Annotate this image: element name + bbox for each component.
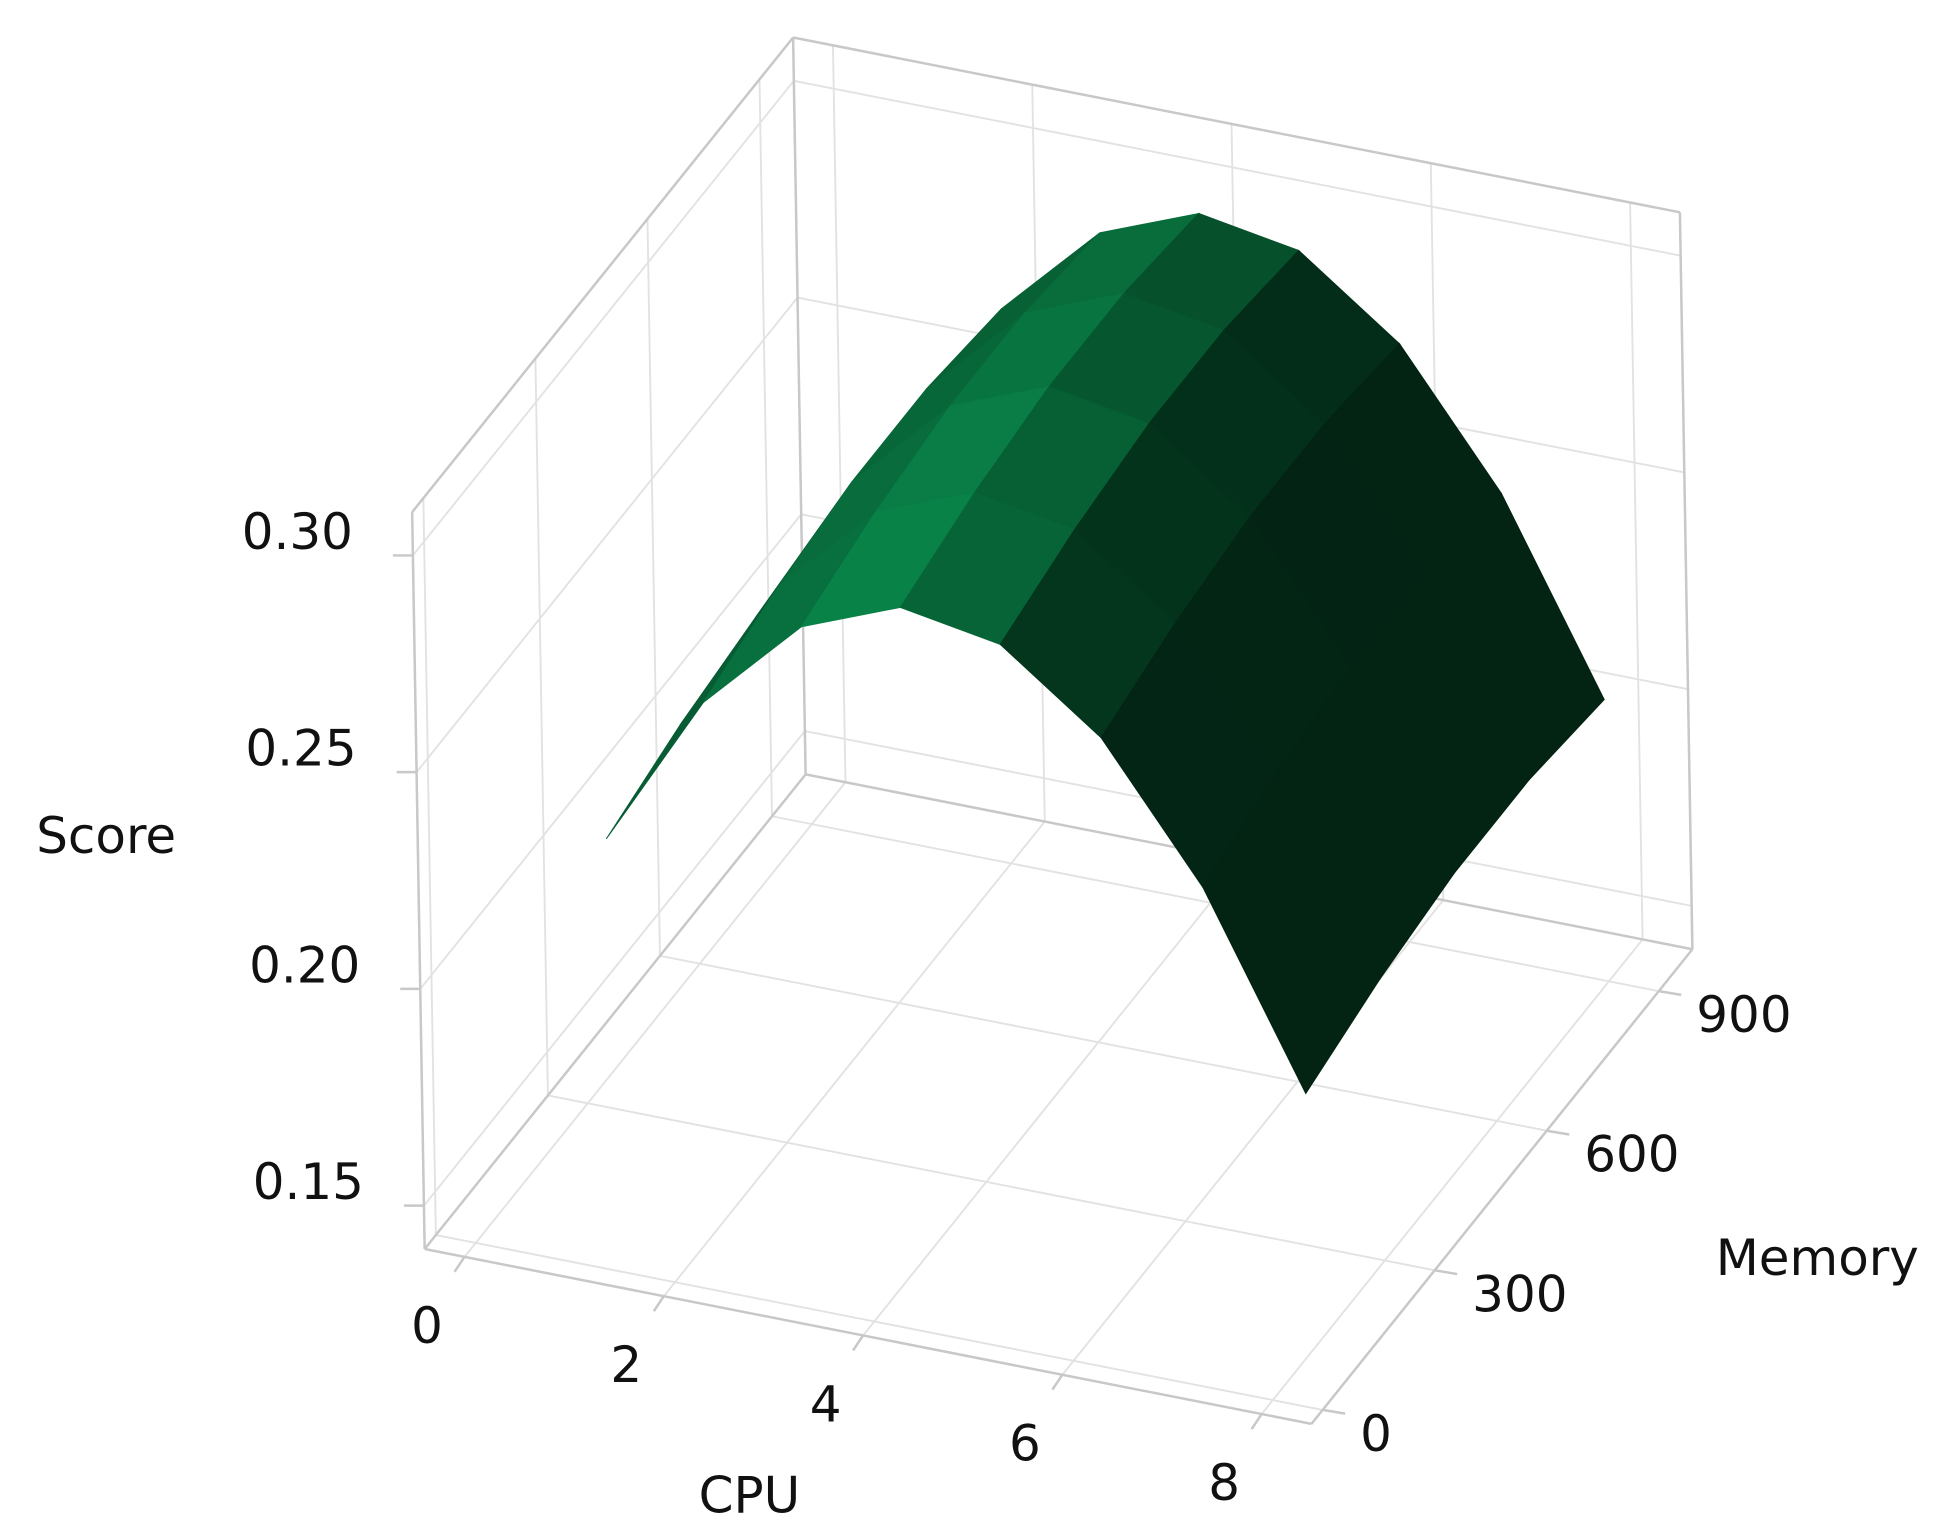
x-tick [852,1334,865,1352]
surface-cell [605,587,779,840]
grid-line [659,954,1547,1132]
axis-edge [791,37,807,775]
y-tick [1658,989,1682,997]
surface-cell [1202,771,1381,1095]
grid-line [422,498,437,1236]
z-tick-label: 0.30 [242,503,353,561]
grid-line [646,218,661,956]
x-tick [1051,1374,1064,1391]
x-tick-label: 2 [610,1336,642,1394]
axis-edge [410,512,426,1250]
grid-line [412,80,795,557]
grid-line [1260,938,1644,1415]
grid-line [758,79,773,817]
grid-line [419,513,802,990]
plot: Score CPU Memory 0 2 4 6 8 0 300 600 900 0.15 0.20… [36,36,1919,1524]
y-tick-label: 300 [1472,1265,1567,1323]
x-axis-title: CPU [699,1466,801,1524]
y-tick-label: 0 [1360,1405,1392,1463]
x-tick [453,1256,466,1273]
grid-line [793,79,1681,257]
axis-edge [424,1247,1312,1426]
x-tick-label: 0 [411,1297,443,1355]
y-tick [1434,1269,1458,1276]
y-tick-label: 900 [1696,986,1791,1044]
axis-edge [1310,948,1694,1425]
y-axis-title: Memory [1716,1229,1919,1287]
z-tick-label: 0.20 [249,936,360,994]
grid-line [663,820,1046,1297]
grid-line [423,730,806,1207]
z-tick-label: 0.15 [253,1153,364,1211]
grid-line [463,781,847,1258]
axis-edge [411,36,795,513]
x-tick [652,1295,665,1312]
grid-line [435,1234,1323,1411]
z-tick-label: 0.25 [245,720,356,778]
x-tick-label: 8 [1208,1454,1240,1512]
grid-line [534,358,549,1096]
y-tick [1546,1129,1570,1136]
axis-edge [792,36,1681,214]
y-tick-label: 600 [1584,1126,1679,1184]
y-tick [1322,1408,1346,1415]
z-axis-title: Score [36,807,176,865]
grid-line [862,860,1245,1337]
x-tick [1250,1413,1263,1430]
grid-line [832,45,847,783]
grid-line [547,1094,1435,1272]
grid-line [415,296,799,773]
x-tick-label: 6 [1009,1415,1041,1473]
axis-edge [423,773,807,1250]
axis-edge [1678,212,1694,950]
grid-line [1629,202,1644,940]
x-tick-label: 4 [810,1375,842,1433]
